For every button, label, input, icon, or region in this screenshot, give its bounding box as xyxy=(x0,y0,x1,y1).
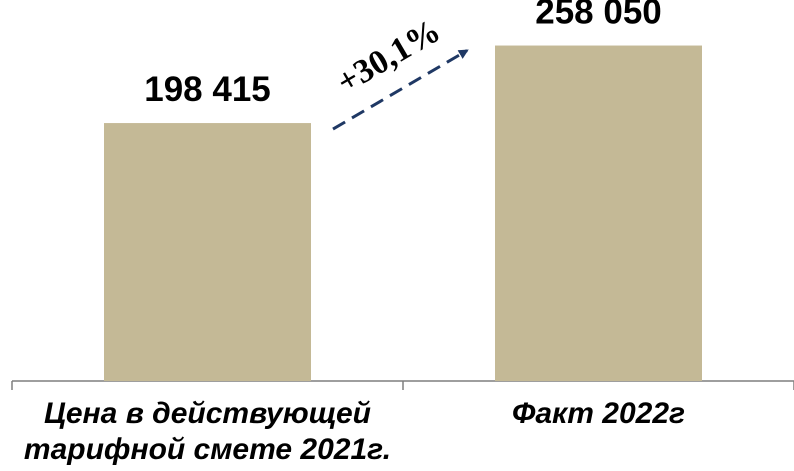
x-tick-label: тарифной смете 2021г. xyxy=(24,433,391,466)
data-label: 258 050 xyxy=(535,0,662,32)
bar xyxy=(495,45,702,381)
x-tick-label: Факт 2022г xyxy=(512,397,685,430)
bar xyxy=(104,123,311,382)
data-label: 198 415 xyxy=(144,70,271,109)
x-tick-label: Цена в действующей xyxy=(44,397,371,430)
growth-arrow xyxy=(332,49,469,131)
growth-annotation: +30,1% xyxy=(331,12,447,101)
